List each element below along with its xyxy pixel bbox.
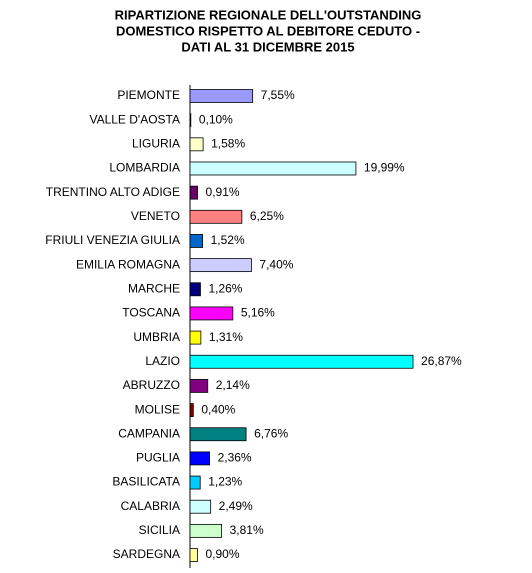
bar — [189, 403, 194, 417]
category-label: LAZIO — [145, 354, 180, 368]
value-label: 1,26% — [208, 281, 242, 295]
category-label: PIEMONTE — [117, 88, 180, 102]
bar — [189, 161, 357, 176]
value-label: 0,10% — [199, 112, 233, 126]
bar — [189, 137, 204, 152]
value-label: 1,52% — [211, 233, 245, 247]
category-label: TOSCANA — [122, 306, 180, 320]
category-label: VENETO — [131, 209, 180, 223]
category-label: SICILIA — [139, 523, 180, 537]
category-label: BASILICATA — [112, 475, 180, 489]
chart-title: DOMESTICO RISPETTO AL DEBITORE CEDUTO - — [116, 23, 420, 38]
category-label: LOMBARDIA — [109, 161, 180, 175]
category-label: PUGLIA — [136, 451, 180, 465]
category-label: FRIULI VENEZIA GIULIA — [45, 233, 180, 247]
bar — [189, 89, 254, 103]
category-label: EMILIA ROMAGNA — [76, 257, 180, 271]
value-label: 1,58% — [211, 136, 245, 150]
bar — [189, 354, 414, 369]
bar — [189, 379, 209, 393]
chart-title: RIPARTIZIONE REGIONALE DELL'OUTSTANDING — [115, 7, 422, 22]
value-label: 0,90% — [205, 547, 239, 561]
value-label: 6,76% — [254, 426, 288, 440]
bar — [189, 306, 234, 321]
value-label: 1,31% — [209, 330, 243, 344]
value-label: 7,55% — [261, 88, 295, 102]
category-label: MARCHE — [128, 281, 180, 295]
value-label: 5,16% — [241, 306, 275, 320]
bar — [189, 499, 212, 514]
category-label: VALLE D'AOSTA — [89, 112, 180, 126]
category-label: SARDEGNA — [113, 547, 180, 561]
bar — [189, 548, 198, 562]
category-label: CAMPANIA — [118, 426, 180, 440]
bar — [189, 185, 198, 200]
value-label: 26,87% — [421, 354, 462, 368]
bar — [189, 451, 210, 466]
bar — [189, 113, 192, 128]
value-label: 7,40% — [259, 257, 293, 271]
value-label: 19,99% — [364, 161, 405, 175]
value-label: 0,91% — [206, 185, 240, 199]
value-label: 2,14% — [216, 378, 250, 392]
bar — [189, 282, 201, 297]
value-label: 0,40% — [201, 402, 235, 416]
chart-title: DATI AL 31 DICEMBRE 2015 — [181, 39, 354, 54]
value-label: 2,36% — [218, 451, 252, 465]
bar — [189, 330, 202, 345]
bar — [189, 427, 247, 442]
category-label: ABRUZZO — [123, 378, 180, 392]
bar — [189, 523, 223, 538]
bar — [189, 258, 252, 273]
value-label: 1,23% — [208, 475, 242, 489]
category-label: LIGURIA — [132, 136, 180, 150]
value-label: 3,81% — [230, 523, 264, 537]
category-label: TRENTINO ALTO ADIGE — [46, 185, 180, 199]
category-label: UMBRIA — [133, 330, 180, 344]
bar — [189, 209, 243, 224]
category-label: CALABRIA — [121, 499, 180, 513]
category-label: MOLISE — [135, 402, 180, 416]
value-label: 2,49% — [219, 499, 253, 513]
bar — [189, 234, 204, 248]
value-label: 6,25% — [250, 209, 284, 223]
bar — [189, 475, 201, 490]
